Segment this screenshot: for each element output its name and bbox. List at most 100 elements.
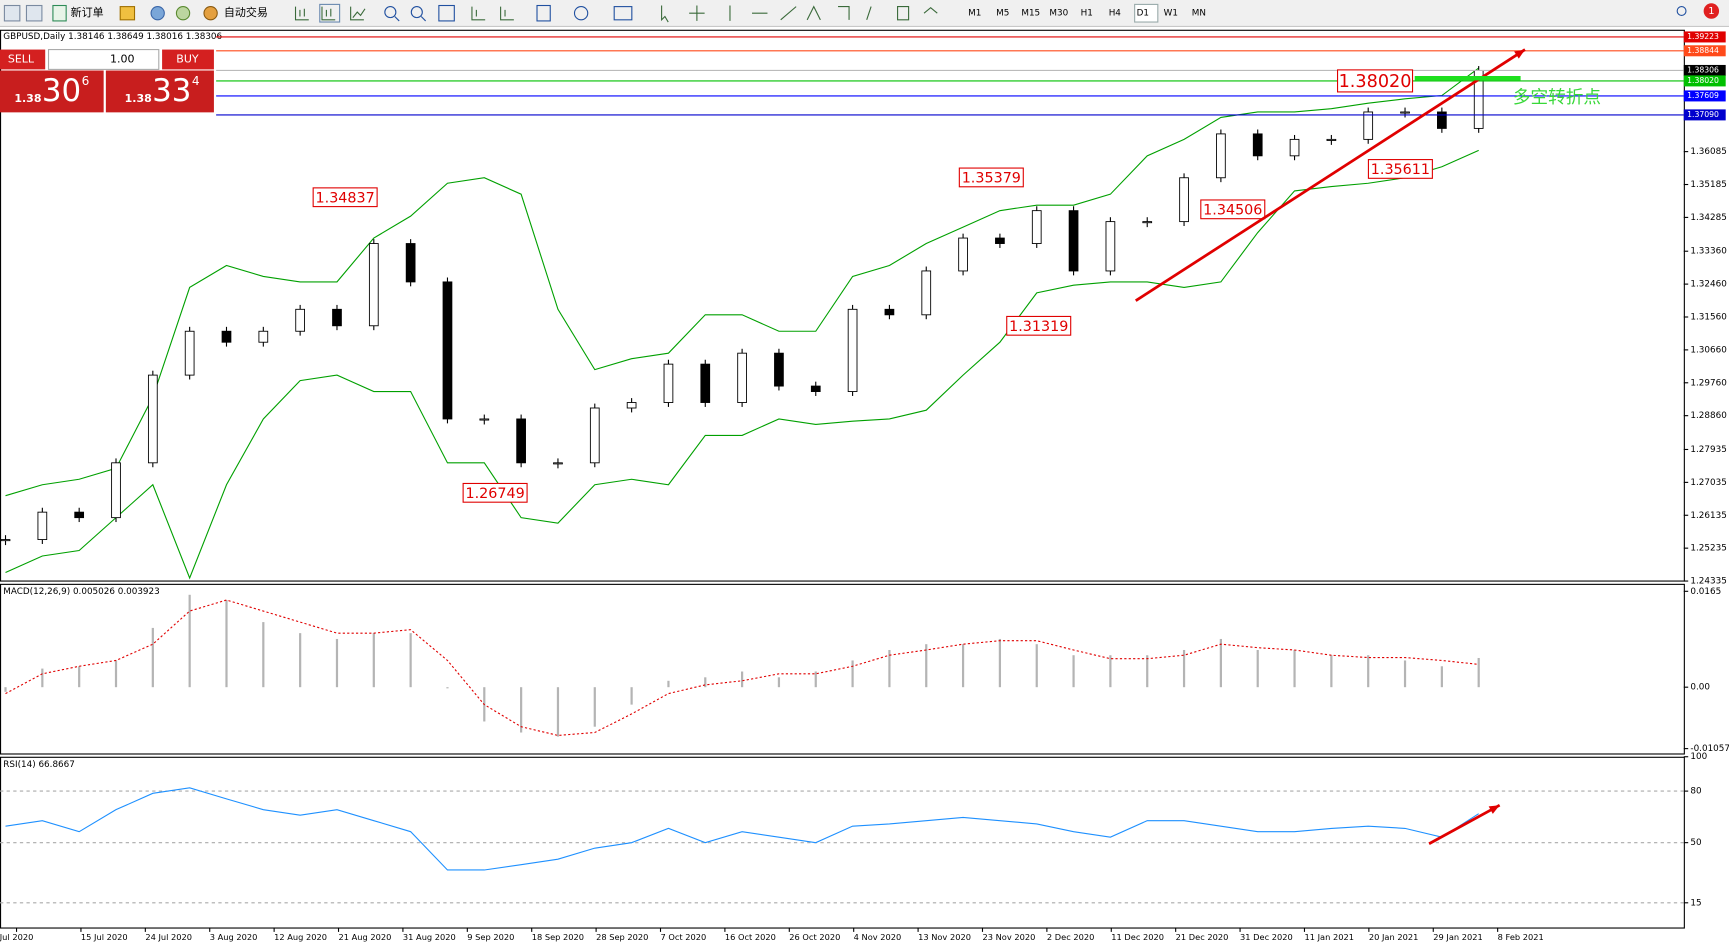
- macd-bar: [1219, 638, 1222, 688]
- timeframe-button[interactable]: H1: [1081, 9, 1093, 19]
- macd-bar: [409, 633, 412, 688]
- macd-bar: [704, 677, 707, 688]
- candle: [1326, 138, 1337, 141]
- candle: [700, 363, 711, 403]
- auto-trading-icon[interactable]: [203, 6, 218, 21]
- price-label: 1.37609: [1687, 91, 1719, 100]
- x-tick-label: 2 Dec 2020: [1047, 932, 1094, 942]
- sell-label[interactable]: SELL: [8, 52, 35, 65]
- icon[interactable]: [3, 4, 21, 22]
- candle: [295, 308, 306, 332]
- search-icon[interactable]: [1676, 6, 1687, 16]
- timeframe-button[interactable]: MN: [1192, 9, 1206, 19]
- price-annotation-box: [1200, 199, 1266, 220]
- ask-big[interactable]: 1.38: [125, 92, 152, 105]
- bid-price-box[interactable]: [0, 70, 104, 113]
- timeframe-button[interactable]: M1: [968, 9, 981, 19]
- icon[interactable]: [150, 6, 165, 21]
- macd-bar: [630, 687, 633, 705]
- candle: [479, 418, 490, 421]
- price-label: 1.37090: [1687, 110, 1719, 119]
- candle: [884, 308, 895, 316]
- candle: [589, 407, 600, 464]
- macd-bar: [446, 687, 449, 689]
- price-annotation-box: [958, 167, 1024, 188]
- price-annotation: 1.34837: [316, 190, 375, 206]
- candle: [258, 330, 269, 343]
- macd-bar: [78, 666, 81, 688]
- trend-arrow-head: [1514, 49, 1526, 59]
- x-tick-label: 18 Sep 2020: [532, 932, 584, 942]
- rsi-label: RSI(14) 66.8667: [3, 760, 75, 770]
- macd-bar: [741, 671, 744, 688]
- y-tick-label: 1.35185: [1690, 180, 1726, 190]
- macd-bar: [556, 687, 560, 737]
- macd-bar: [1256, 649, 1259, 688]
- macd-bar: [299, 633, 302, 688]
- lots-input[interactable]: [47, 49, 160, 70]
- price-annotation-box: [1336, 69, 1414, 93]
- bid-pips[interactable]: 30: [42, 73, 81, 109]
- x-tick-label: 29 Jan 2021: [1433, 932, 1482, 942]
- notification-badge[interactable]: [1703, 3, 1720, 19]
- timeframe-button[interactable]: M15: [1021, 9, 1040, 19]
- trend-arrow: [1135, 48, 1526, 302]
- price-annotation: 1.35611: [1371, 162, 1430, 178]
- macd-bar: [1293, 649, 1296, 688]
- timeframe-button[interactable]: W1: [1164, 9, 1178, 19]
- chart-header: GBPUSD,Daily 1.38146 1.38649 1.38016 1.3…: [3, 32, 222, 42]
- price-annotation: 1.34506: [1203, 202, 1262, 218]
- candle: [1216, 133, 1226, 179]
- candle: [774, 352, 784, 387]
- price-annotation: 1.31319: [1009, 319, 1068, 335]
- ask-pips[interactable]: 33: [152, 73, 191, 109]
- timeframe-button[interactable]: D1: [1137, 9, 1149, 19]
- price-label-box: [1683, 45, 1726, 57]
- buy-label[interactable]: BUY: [176, 52, 199, 65]
- icon[interactable]: [25, 4, 43, 22]
- candle: [847, 308, 858, 392]
- icon[interactable]: [119, 6, 136, 21]
- macd-bar: [851, 660, 854, 688]
- buy-button[interactable]: [162, 49, 214, 70]
- new-order-button[interactable]: 新订单: [71, 5, 104, 19]
- macd-bar: [262, 622, 265, 688]
- x-tick-label: 23 Nov 2020: [982, 932, 1035, 942]
- bid-point[interactable]: 6: [82, 74, 90, 88]
- candle: [74, 511, 85, 519]
- macd-bar: [372, 633, 375, 688]
- price-label-box: [1683, 90, 1726, 102]
- icon[interactable]: [175, 6, 191, 21]
- macd-bar: [1330, 655, 1333, 688]
- candle: [663, 363, 674, 403]
- bid-big[interactable]: 1.38: [14, 92, 41, 105]
- timeframe-button[interactable]: M30: [1049, 9, 1068, 19]
- y-tick-label: 50: [1690, 838, 1702, 848]
- active-timeframe[interactable]: [1134, 3, 1159, 23]
- macd-bar: [225, 600, 228, 688]
- ask-point[interactable]: 4: [192, 74, 200, 88]
- y-tick-label: 1.27935: [1690, 445, 1726, 455]
- candle: [37, 511, 48, 541]
- chart-tools[interactable]: [294, 3, 938, 23]
- notification-count[interactable]: 1: [1708, 6, 1714, 17]
- toolbar: [0, 0, 1729, 27]
- ask-price-box[interactable]: [105, 70, 214, 113]
- y-tick-label: 15: [1690, 898, 1701, 908]
- y-tick-label: 0.00: [1690, 683, 1710, 693]
- y-tick-label: 0.0165: [1690, 587, 1721, 597]
- macd-bar: [925, 644, 928, 688]
- x-tick-label: 26 Oct 2020: [789, 932, 840, 942]
- x-tick-label: 15 Jul 2020: [81, 932, 128, 942]
- price-annotation: 1.38020: [1339, 72, 1412, 92]
- timeframe-button[interactable]: M5: [996, 9, 1009, 19]
- auto-trading-button[interactable]: 自动交易: [224, 5, 268, 19]
- price-panel: [0, 29, 1685, 582]
- candle: [368, 243, 379, 327]
- lots-value[interactable]: 1.00: [110, 52, 135, 65]
- timeframe-button[interactable]: H4: [1109, 9, 1122, 19]
- new-order-icon[interactable]: [52, 4, 67, 22]
- x-tick-label: 4 Nov 2020: [854, 932, 902, 942]
- sell-button[interactable]: [0, 49, 46, 70]
